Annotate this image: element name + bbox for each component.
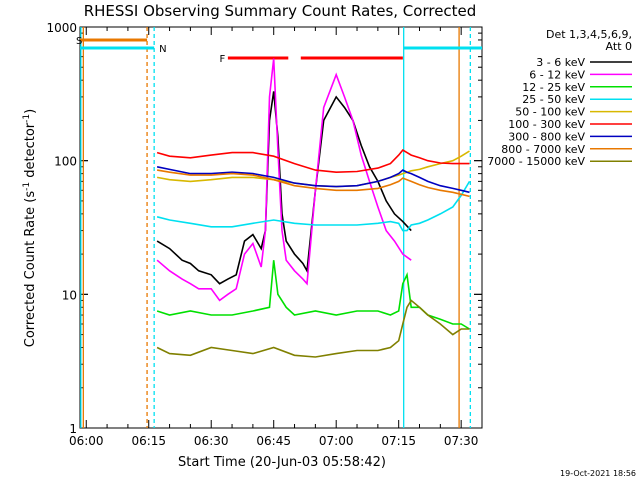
flag-bars: S N F	[76, 36, 482, 65]
series-line	[156, 91, 412, 285]
series-line	[156, 169, 470, 198]
series-line	[156, 180, 471, 232]
legend-label: 800 - 7000 keV	[501, 143, 585, 156]
y-tick-label: 10	[62, 288, 77, 302]
legend-label: 300 - 800 keV	[508, 130, 585, 143]
legend-label: 7000 - 15000 keV	[487, 155, 585, 168]
flag-label: F	[220, 54, 226, 65]
series-line	[156, 299, 470, 358]
y-axis-label-part2: detector	[23, 122, 38, 182]
series-line	[156, 149, 470, 174]
legend-label: 25 - 50 keV	[522, 93, 585, 106]
legend-label: 100 - 300 keV	[508, 118, 585, 131]
y-tick-label: 1	[69, 422, 77, 436]
series-line	[156, 58, 412, 302]
x-tick-label: 06:15	[131, 434, 166, 448]
y-axis-label-sup1: -1	[22, 182, 32, 191]
chart-title: RHESSI Observing Summary Count Rates, Co…	[84, 2, 477, 20]
tick-marks	[80, 26, 482, 429]
y-tick-label: 100	[54, 155, 77, 169]
legend-label: 6 - 12 keV	[529, 68, 585, 81]
y-tick-labels: 1 10 100 1000	[46, 21, 77, 436]
series-line	[156, 166, 470, 194]
x-tick-label: 07:15	[381, 434, 416, 448]
legend-title-line2: Att 0	[606, 40, 632, 53]
flag-label: S	[76, 36, 82, 47]
x-tick-label: 07:30	[444, 434, 479, 448]
x-tick-label: 06:30	[194, 434, 229, 448]
y-axis-label: Corrected Count Rate (s-1 detector-1)	[22, 109, 38, 347]
x-tick-label: 06:45	[256, 434, 291, 448]
legend-label: 3 - 6 keV	[536, 56, 585, 69]
footer-date: 19-Oct-2021 18:56	[560, 469, 636, 478]
legend-title-line1: Det 1,3,4,5,6,9,	[546, 28, 632, 41]
y-axis-label-part1: Corrected Count Rate (s	[23, 191, 38, 348]
x-tick-labels: 06:00 06:15 06:30 06:45 07:00 07:15 07:30	[69, 434, 479, 448]
time-marker-lines	[80, 27, 471, 428]
x-tick-label: 06:00	[69, 434, 104, 448]
x-axis-label: Start Time (20-Jun-03 05:58:42)	[178, 455, 386, 470]
y-axis-label-sup2: -1	[22, 114, 32, 123]
legend-label: 50 - 100 keV	[515, 106, 585, 119]
y-tick-label: 1000	[46, 21, 77, 35]
flag-label: N	[159, 44, 166, 55]
legend-label: 12 - 25 keV	[522, 81, 585, 94]
plot-frame	[79, 26, 483, 429]
x-tick-label: 07:00	[319, 434, 354, 448]
y-axis-label-part3: )	[23, 109, 38, 114]
series-lines	[156, 58, 471, 358]
series-line	[156, 260, 470, 330]
